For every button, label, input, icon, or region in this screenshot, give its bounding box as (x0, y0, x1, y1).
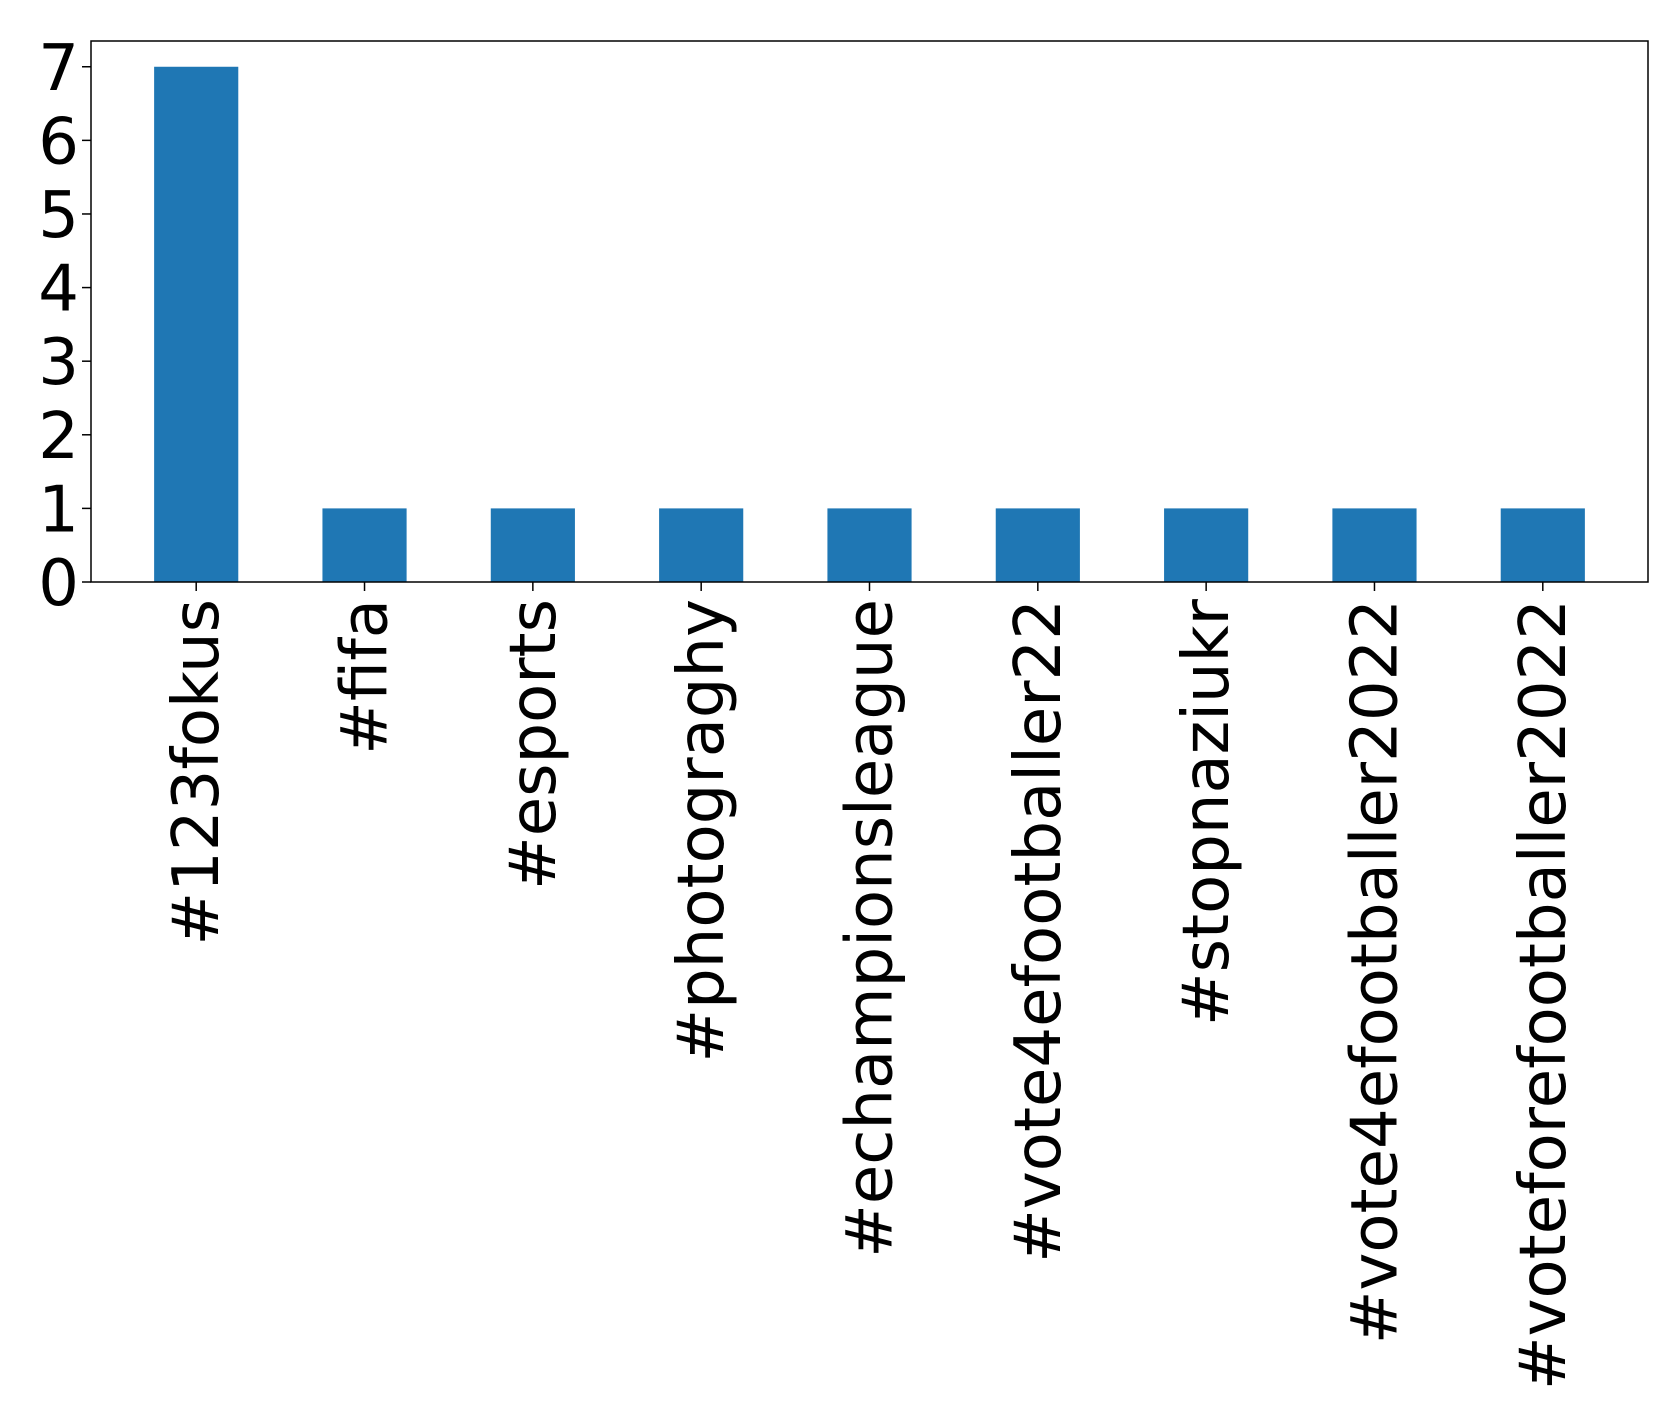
bars-group (154, 66, 1585, 582)
x-axis: #123fokus #fifa #esports #photograghy #echam… (160, 582, 1581, 1390)
y-tick-label: 6 (38, 105, 79, 179)
bar-stopnaziukr (1164, 508, 1249, 582)
y-tick-label: 3 (38, 326, 79, 400)
bar-vote4efootballer22 (995, 508, 1080, 582)
x-tick-label: #photograghy (665, 599, 739, 1062)
bar-123fokus (154, 66, 239, 582)
y-tick-label: 0 (38, 547, 79, 621)
x-tick-label: #stopnaziukr (1170, 598, 1244, 1026)
y-tick-label: 1 (38, 473, 79, 547)
bar-fifa (322, 508, 407, 582)
bar-photograghy (659, 508, 744, 582)
x-tick-label: #vote4efootballer22 (1002, 599, 1076, 1263)
bar-esports (490, 508, 575, 582)
y-tick-label: 4 (38, 253, 79, 327)
x-tick-label: #voteforefootballer2022 (1507, 599, 1581, 1390)
x-tick-label: #123fokus (160, 599, 234, 945)
x-tick-label: #echampionsleague (834, 599, 908, 1258)
y-tick-label: 2 (38, 400, 79, 474)
y-tick-label: 5 (38, 179, 79, 253)
bar-vote4efootballer2022 (1332, 508, 1417, 582)
y-tick-label: 7 (38, 32, 79, 106)
x-tick-label: #fifa (329, 599, 403, 755)
x-tick-label: #vote4efootballer2022 (1338, 599, 1412, 1344)
bar-echampionsleague (827, 508, 912, 582)
x-tick-label: #esports (497, 599, 571, 890)
bar-voteforefootballer2022 (1500, 508, 1585, 582)
